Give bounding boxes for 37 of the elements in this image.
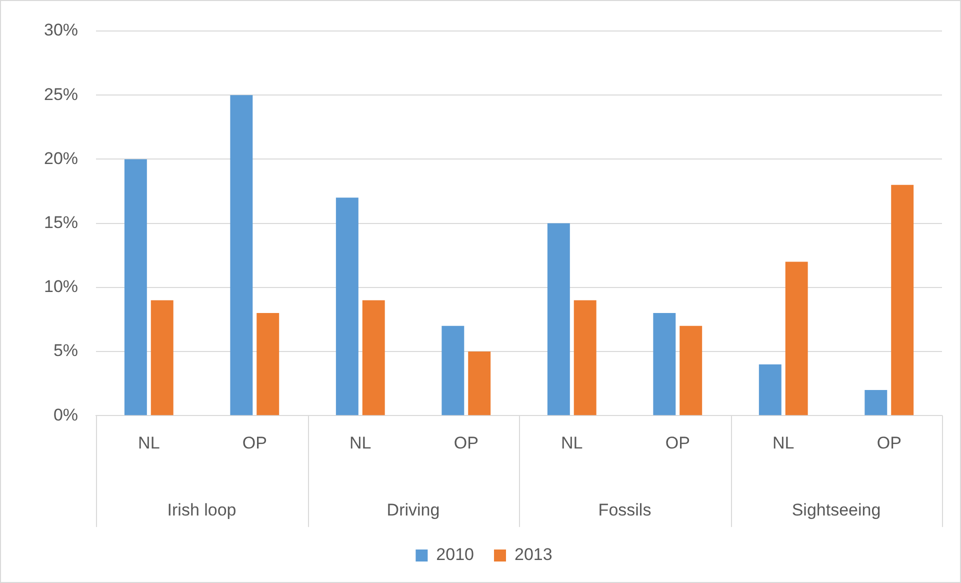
bar [124, 159, 147, 416]
bar [230, 95, 253, 416]
y-tick-label: 20% [44, 148, 78, 168]
text: Irish loop [167, 500, 236, 520]
x-tick-label: OP [242, 433, 267, 452]
legend-label: 2013 [514, 545, 552, 564]
text: Fossils [598, 500, 652, 520]
x-tick-label: NL [561, 433, 583, 452]
x-tick-label: NL [138, 433, 160, 452]
bar [547, 223, 570, 416]
text: Sightseeing [792, 500, 881, 520]
bar [785, 262, 808, 416]
bar [362, 300, 385, 416]
x-tick-label: NL [350, 433, 372, 452]
y-tick-label: 0% [53, 405, 78, 424]
bar [574, 300, 596, 416]
bar [442, 326, 464, 416]
bar [468, 352, 491, 416]
bar [256, 313, 280, 416]
bar [653, 313, 676, 416]
x-tick-label: NL [772, 433, 794, 452]
y-tick-label: 5% [53, 341, 78, 360]
bar [891, 184, 914, 416]
bar [758, 364, 782, 416]
bar [680, 326, 702, 416]
text: Driving [386, 500, 440, 520]
y-tick-label: 30% [44, 20, 78, 40]
bar [336, 198, 358, 416]
bar [864, 390, 888, 416]
legend-label: 2010 [436, 545, 474, 564]
x-tick-label: OP [876, 433, 902, 452]
y-tick-label: 10% [44, 277, 78, 296]
y-tick-label: 15% [44, 212, 78, 232]
x-tick-label: OP [665, 433, 690, 452]
y-tick-label: 25% [44, 84, 78, 104]
bar [150, 300, 174, 416]
x-tick-label: OP [454, 433, 478, 452]
